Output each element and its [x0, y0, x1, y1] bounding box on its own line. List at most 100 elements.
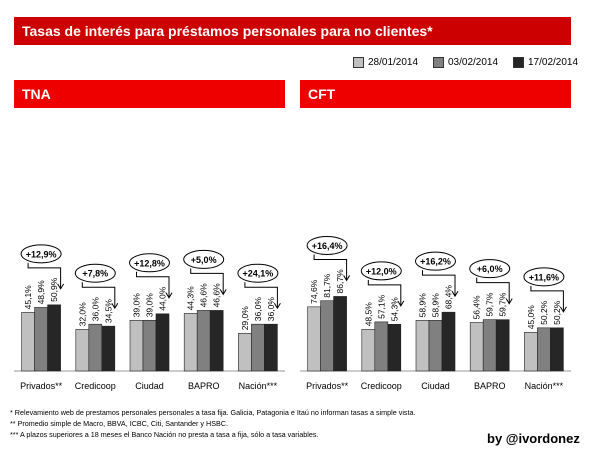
bar	[415, 320, 430, 372]
change-connector	[476, 277, 510, 303]
change-label: +16,4%	[312, 241, 343, 251]
bar	[537, 327, 551, 372]
change-arrowhead	[165, 292, 173, 299]
data-label: 57,1%	[376, 294, 386, 319]
footnote: *** A plazos superiores a 18 meses el Ba…	[10, 430, 319, 439]
change-bubble	[183, 249, 225, 269]
data-label: 50,2%	[552, 300, 562, 325]
change-connector	[422, 270, 456, 296]
data-label: 39,0%	[132, 293, 142, 318]
data-label: 36,0%	[90, 297, 100, 322]
change-arrowhead	[505, 298, 513, 305]
legend-label: 17/02/2014	[528, 57, 579, 68]
bar	[251, 323, 265, 372]
data-label: 29,0%	[240, 306, 250, 331]
category-label: BAPRO	[474, 381, 506, 391]
data-label: 68,4%	[444, 285, 454, 310]
change-label: +16,2%	[420, 257, 451, 267]
change-label: +11,6%	[529, 272, 559, 282]
bar	[209, 310, 224, 372]
bar	[155, 313, 170, 372]
data-label: 34,5%	[103, 299, 113, 324]
change-bubble	[74, 263, 116, 283]
bar	[320, 300, 334, 372]
data-label: 58,9%	[431, 293, 441, 318]
bar	[47, 304, 61, 372]
tna-panel-header: TNA	[14, 80, 285, 108]
category-label: Credicoop	[75, 381, 116, 391]
change-bubble	[20, 244, 62, 264]
bar	[333, 296, 347, 372]
change-connector	[244, 282, 278, 308]
bar	[264, 323, 278, 372]
bar	[374, 321, 389, 372]
data-label: 46,6%	[199, 283, 209, 308]
change-connector	[81, 282, 116, 308]
category-label: Ciudad	[421, 381, 450, 391]
change-label: +12,8%	[134, 258, 165, 268]
chart-title: Tasas de interés para préstamos personal…	[14, 17, 571, 45]
change-bubble	[415, 251, 456, 271]
legend-swatch	[353, 57, 364, 68]
footnote: ** Promedio simple de Macro, BBVA, ICBC,…	[10, 419, 228, 428]
data-label: 36,0%	[266, 297, 276, 322]
change-bubble	[237, 263, 279, 283]
change-arrowhead	[343, 275, 351, 282]
change-label: +6,0%	[477, 264, 503, 274]
bar	[34, 307, 48, 372]
legend-label: 28/01/2014	[368, 57, 419, 68]
bar	[495, 319, 510, 372]
author-credit: by @ivordonez	[487, 431, 580, 446]
change-arrowhead	[219, 289, 227, 296]
bar	[21, 312, 35, 372]
bar	[387, 324, 402, 372]
category-label: Nación***	[239, 381, 278, 391]
change-arrowhead	[273, 302, 281, 310]
data-label: 45,0%	[526, 305, 536, 330]
category-label: BAPRO	[188, 381, 220, 391]
bar	[129, 319, 144, 372]
change-connector	[27, 262, 62, 288]
change-connector	[367, 279, 402, 305]
data-label: 44,0%	[158, 286, 168, 311]
data-label: 48,5%	[363, 302, 373, 327]
footnotes: * Relevamiento web de prestamos personal…	[10, 407, 416, 440]
bar	[88, 323, 103, 372]
data-label: 59,7%	[498, 292, 508, 317]
change-bubble	[129, 253, 170, 273]
legend-swatch	[513, 57, 524, 68]
legend-label: 03/02/2014	[448, 57, 499, 68]
bar	[307, 306, 321, 372]
data-label: 46,6%	[212, 283, 222, 308]
data-label: 48,9%	[36, 280, 46, 305]
category-label: Nación***	[525, 381, 564, 391]
change-arrowhead	[397, 300, 405, 307]
change-arrowhead	[57, 283, 65, 290]
bar	[142, 319, 157, 372]
legend-swatch	[433, 57, 444, 68]
change-label: +12,9%	[26, 249, 57, 259]
bar	[196, 310, 211, 372]
change-arrowhead	[559, 306, 567, 313]
bar	[101, 325, 116, 372]
change-bubble	[360, 261, 402, 281]
cft-panel-header: CFT	[300, 80, 571, 108]
data-label: 50,2%	[539, 300, 549, 325]
change-bubble	[523, 267, 565, 287]
change-connector	[190, 268, 224, 294]
data-label: 45,1%	[23, 285, 33, 310]
data-label: 59,7%	[485, 292, 495, 317]
bar	[482, 319, 497, 372]
change-arrowhead	[451, 290, 459, 298]
data-label: 58,9%	[418, 293, 428, 318]
category-label: Credicoop	[361, 381, 402, 391]
category-label: Privados**	[20, 381, 63, 391]
data-label: 39,0%	[145, 293, 155, 318]
data-label: 74,6%	[309, 279, 319, 304]
data-label: 36,0%	[253, 297, 263, 322]
data-label: 81,7%	[322, 273, 332, 298]
change-label: +5,0%	[191, 255, 217, 265]
bar	[550, 327, 564, 372]
change-label: +24,1%	[243, 269, 274, 279]
